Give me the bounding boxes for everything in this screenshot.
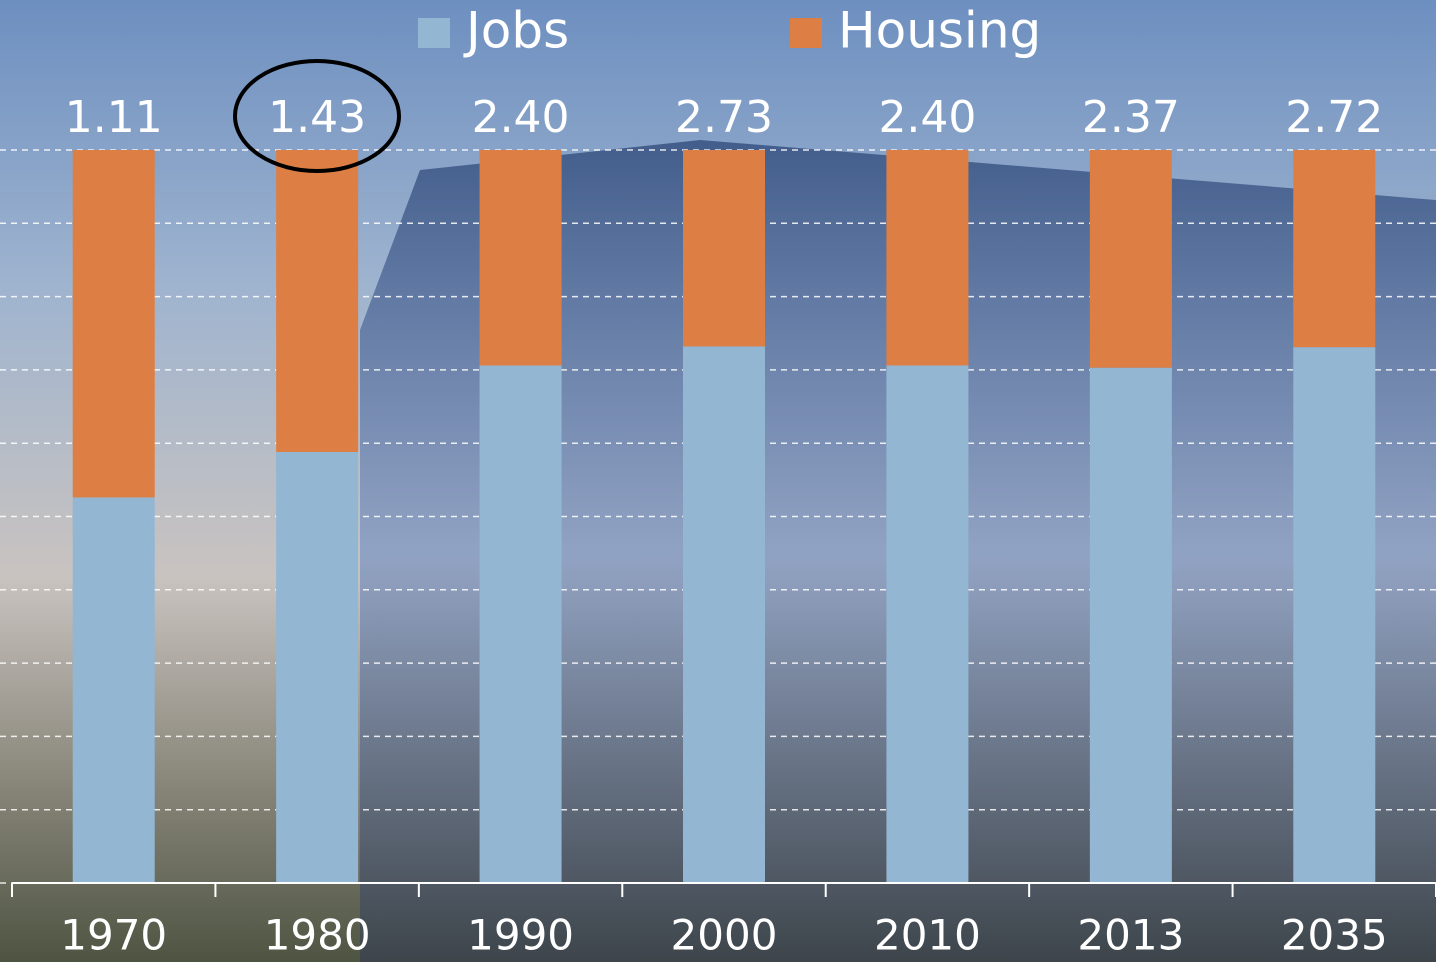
ratio-label: 1.11 bbox=[65, 92, 163, 143]
bar-segment bbox=[683, 150, 765, 347]
x-tick-label: 2010 bbox=[874, 911, 981, 960]
ratio-label: 2.40 bbox=[878, 92, 976, 143]
bar-segment bbox=[886, 150, 969, 366]
legend-swatch bbox=[790, 18, 822, 48]
bar-segment bbox=[886, 365, 969, 883]
x-tick-label: 2013 bbox=[1077, 911, 1184, 960]
x-tick-label: 2000 bbox=[671, 911, 778, 960]
bar-segment bbox=[72, 497, 155, 883]
x-tick-label: 1970 bbox=[60, 911, 167, 960]
bar-segment bbox=[72, 150, 155, 498]
bar-segment bbox=[683, 346, 765, 884]
bar-segment bbox=[479, 365, 562, 883]
x-tick-label: 1980 bbox=[264, 911, 371, 960]
bar-segment bbox=[1293, 150, 1376, 348]
legend-label: Jobs bbox=[463, 2, 569, 60]
ratio-label: 2.37 bbox=[1082, 92, 1180, 143]
ratio-label: 1.43 bbox=[268, 92, 366, 143]
highlight-circle bbox=[233, 59, 401, 173]
ratio-label: 2.73 bbox=[675, 92, 773, 143]
legend-swatch bbox=[418, 18, 450, 48]
x-tick-label: 1990 bbox=[467, 911, 574, 960]
ratio-label: 2.72 bbox=[1285, 92, 1383, 143]
ratio-label: 2.40 bbox=[472, 92, 570, 143]
bar-segment bbox=[479, 150, 562, 366]
legend-label: Housing bbox=[838, 2, 1041, 60]
bar-segment bbox=[1089, 150, 1172, 368]
x-tick-label: 2035 bbox=[1281, 911, 1388, 960]
bar-segment bbox=[276, 150, 359, 452]
bar-segment bbox=[1089, 367, 1172, 883]
bar-segment bbox=[1293, 347, 1376, 883]
bar-segment bbox=[276, 451, 359, 883]
